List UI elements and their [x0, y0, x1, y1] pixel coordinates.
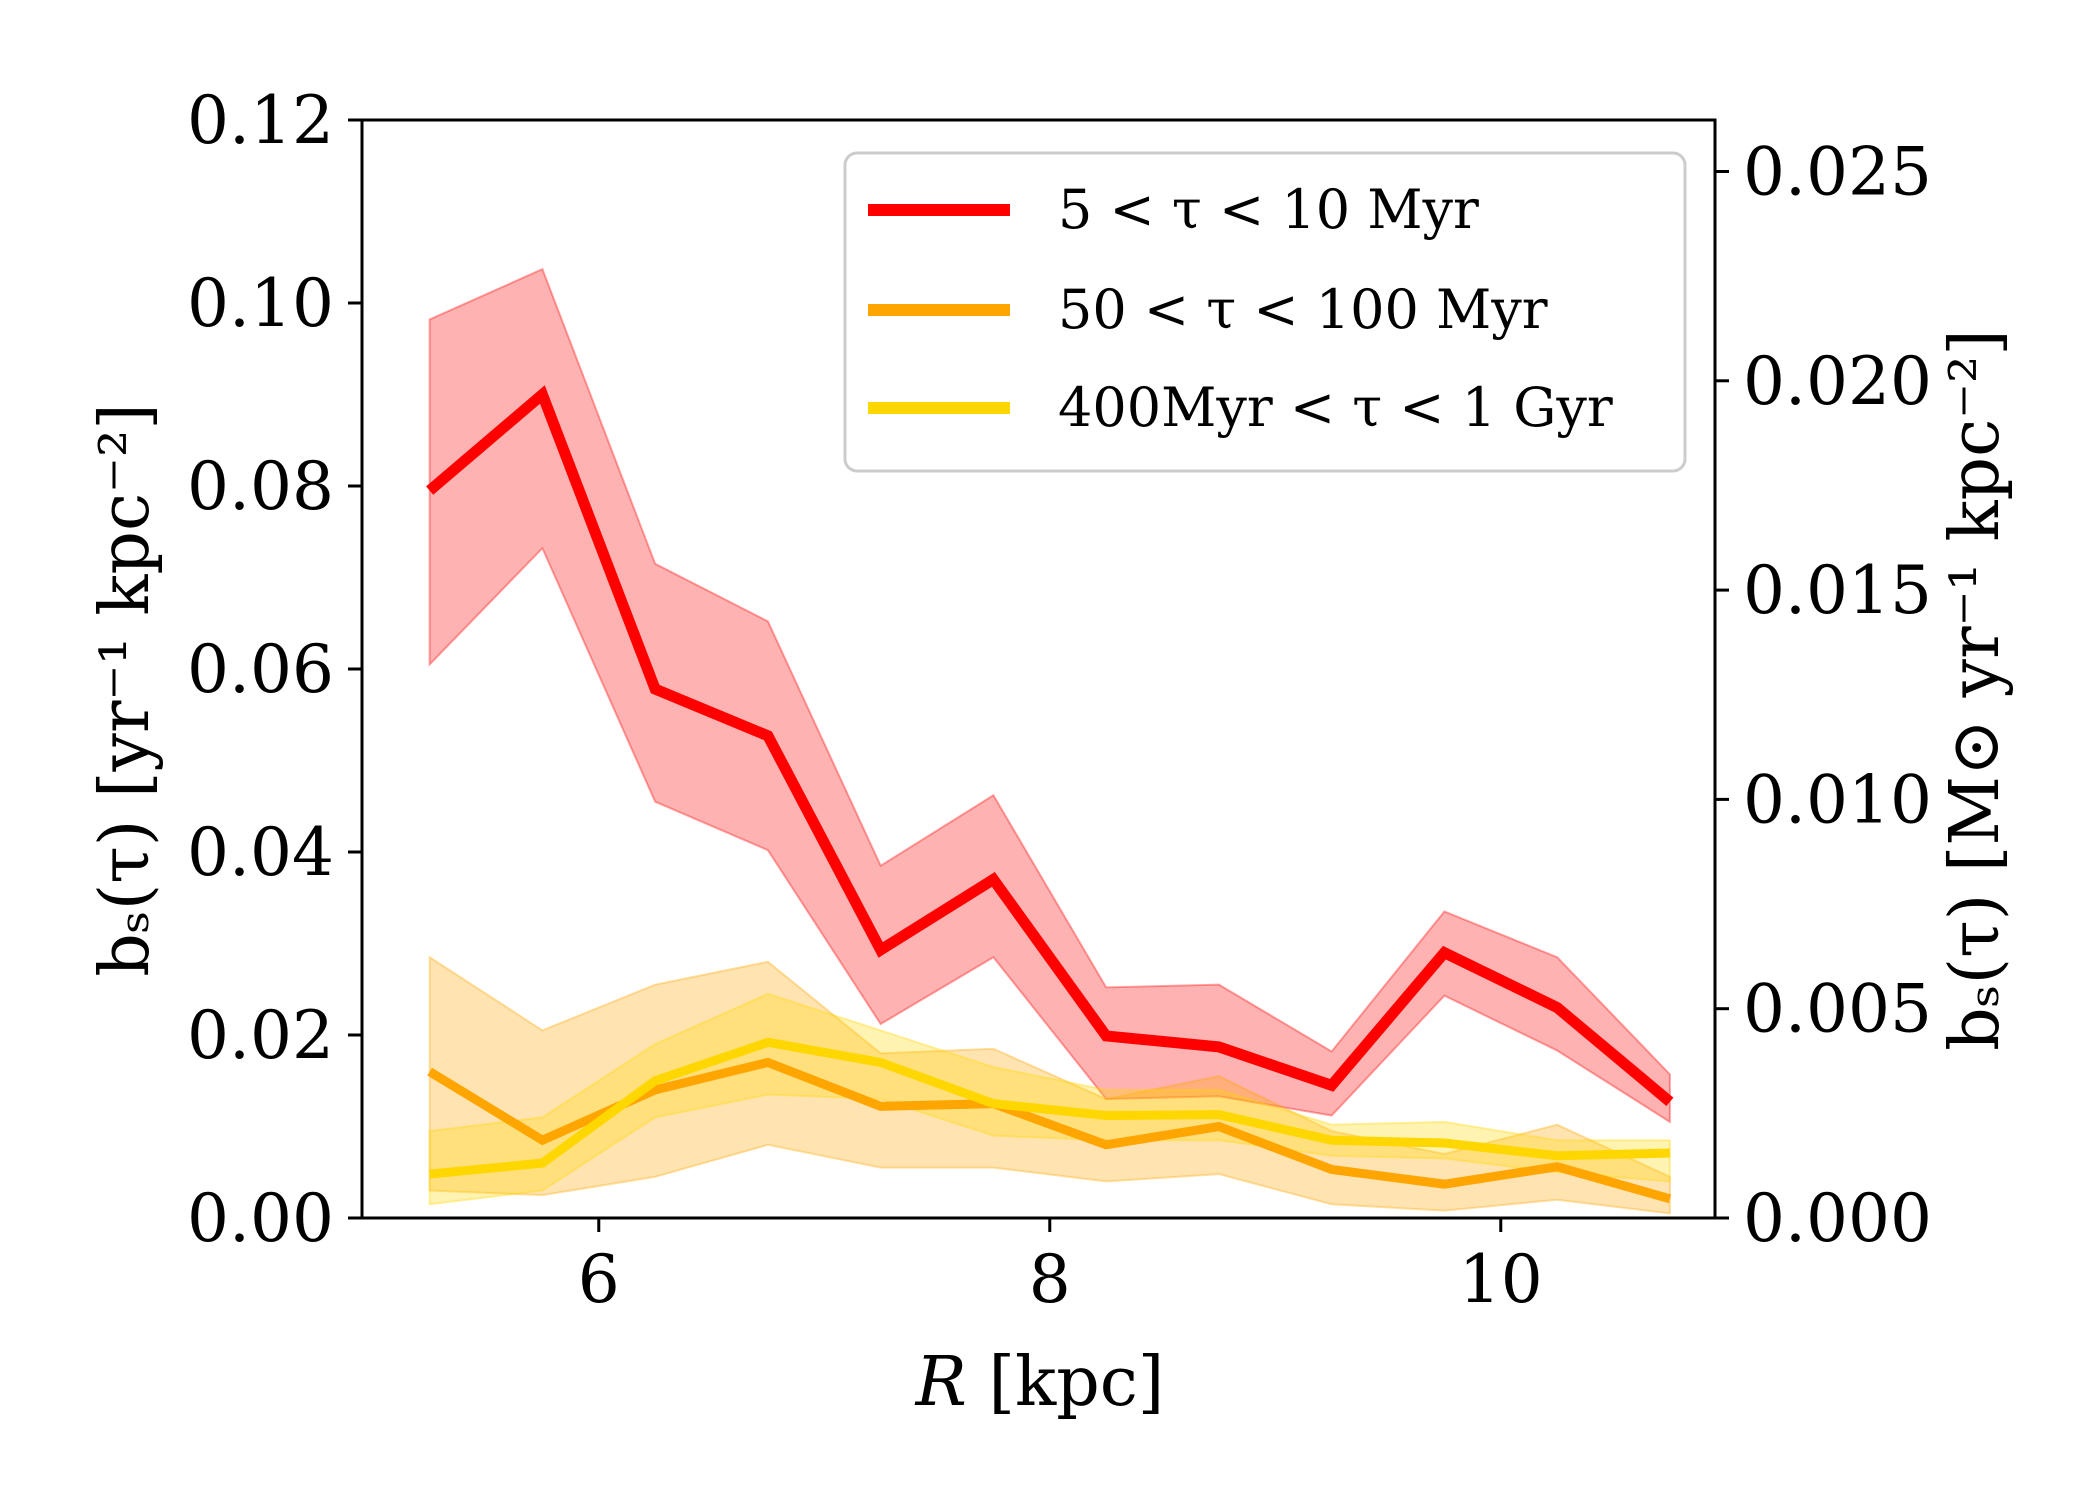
x-axis-label: R [kpc] [914, 1343, 1165, 1422]
y-left-tick-label: 0.06 [187, 631, 334, 708]
line-400myr-1-gyr [429, 1037, 1671, 1179]
y-right-tick-label: 0.005 [1743, 971, 1932, 1048]
y-right-tick-label: 0.000 [1743, 1180, 1932, 1257]
y-left-tick-label: 0.00 [187, 1180, 334, 1257]
x-tick-label: 6 [578, 1241, 620, 1318]
y-left-tick-label: 0.12 [187, 82, 334, 159]
y-right-tick-label: 0.025 [1743, 133, 1932, 210]
y-right-tick-label: 0.010 [1743, 761, 1932, 838]
y-right-tick-label: 0.020 [1743, 343, 1932, 420]
legend-label-50-100-myr: 50 < τ < 100 Myr [1058, 278, 1548, 341]
y-axis-right-ticks: 0.000 0.005 0.010 0.015 0.020 0.025 [1715, 133, 1932, 1257]
x-tick-label: 8 [1029, 1241, 1071, 1318]
y-left-tick-label: 0.10 [187, 265, 334, 342]
y-right-tick-label: 0.015 [1743, 552, 1932, 629]
y-left-tick-label: 0.08 [187, 448, 334, 525]
y-left-tick-label: 0.04 [187, 814, 334, 891]
x-axis-label-unit: [kpc] [967, 1343, 1165, 1422]
x-axis-ticks: 6 8 10 [578, 1218, 1543, 1318]
y-axis-left-ticks: 0.00 0.02 0.04 0.06 0.08 0.10 0.12 [187, 82, 362, 1257]
x-tick-label: 10 [1459, 1241, 1543, 1318]
y-left-tick-label: 0.02 [187, 997, 334, 1074]
line-5-10-myr [426, 385, 1674, 1107]
legend-label-5-10-myr: 5 < τ < 10 Myr [1058, 178, 1479, 241]
band-400myr-1-gyr [428, 992, 1671, 1206]
legend: 5 < τ < 10 Myr 50 < τ < 100 Myr 400Myr <… [843, 151, 1687, 473]
x-axis-label-variable: R [914, 1343, 967, 1422]
y-axis-left-label: bₛ(τ) [yr⁻¹ kpc⁻²] [86, 403, 165, 976]
y-axis-right-label: bₛ(τ) [M⊙ yr⁻¹ kpc⁻²] [1936, 329, 2015, 1051]
legend-box [843, 151, 1687, 473]
series-lines [426, 385, 1674, 1204]
band-50-100-myr [428, 955, 1671, 1215]
legend-label-400myr-1gyr: 400Myr < τ < 1 Gyr [1058, 376, 1613, 439]
